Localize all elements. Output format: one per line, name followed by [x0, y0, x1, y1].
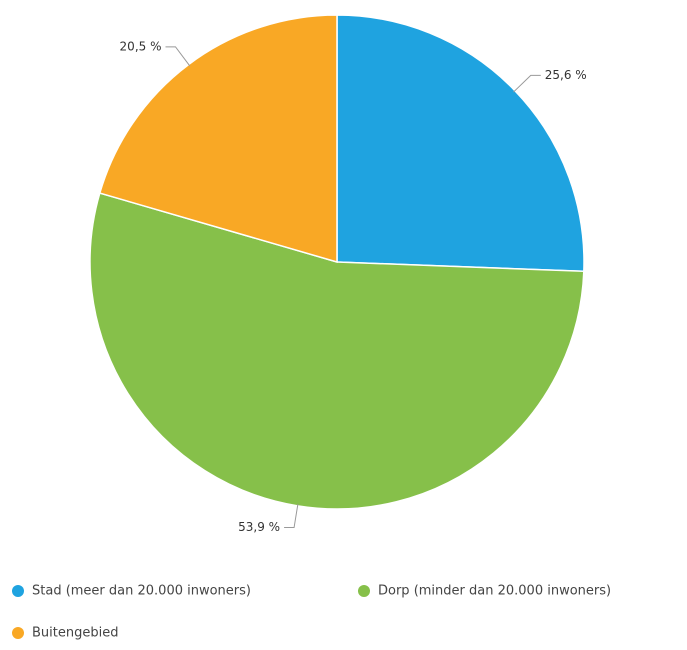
leader-line	[513, 74, 541, 93]
legend-label: Buitengebied	[32, 626, 118, 641]
legend: Stad (meer dan 20.000 inwoners) Dorp (min…	[12, 584, 611, 641]
data-label: 25,6 %	[545, 68, 587, 82]
legend-marker	[12, 627, 24, 639]
pie-slice	[336, 14, 585, 273]
data-label: 53,9 %	[238, 520, 280, 534]
data-label: 20,5 %	[120, 39, 162, 53]
legend-label: Dorp (minder dan 20.000 inwoners)	[378, 584, 611, 599]
legend-marker	[12, 585, 24, 597]
legend-marker	[358, 585, 370, 597]
leader-line	[165, 46, 191, 67]
legend-label: Stad (meer dan 20.000 inwoners)	[32, 584, 251, 599]
leader-line	[284, 503, 299, 529]
